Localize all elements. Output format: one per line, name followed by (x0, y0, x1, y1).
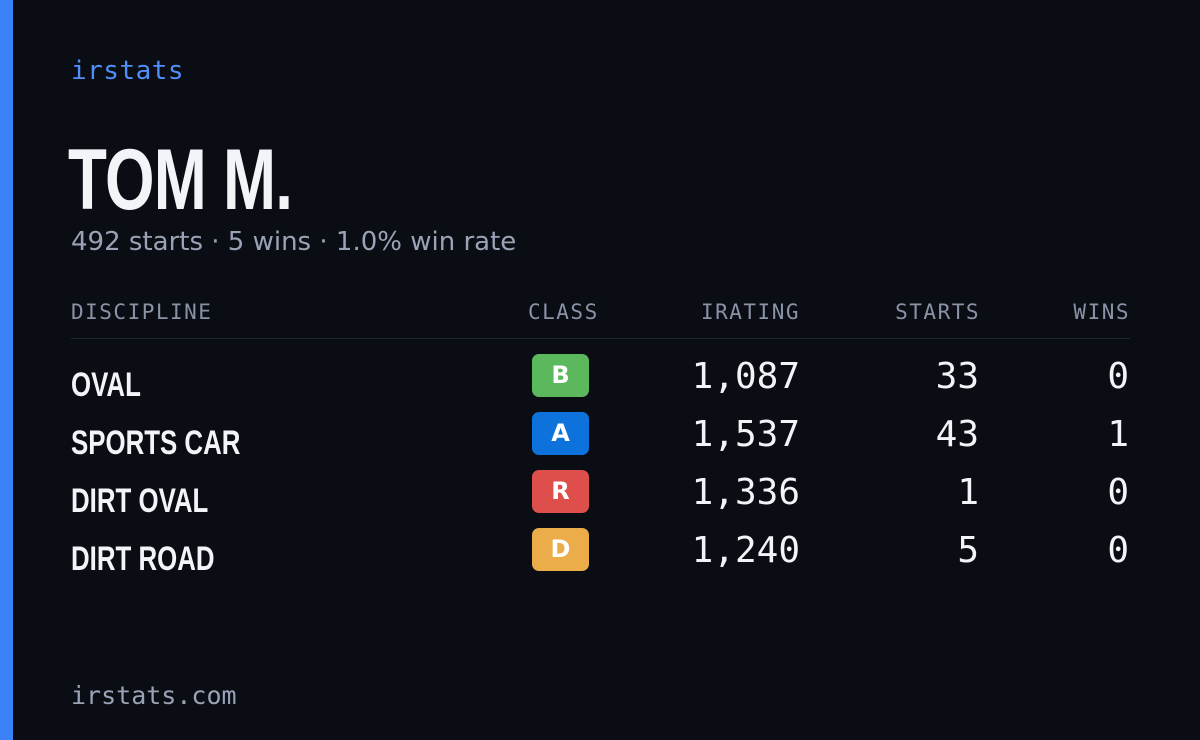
table-row: DIRT OVAL R 1,336 1 0 (71, 470, 1130, 526)
driver-name: TOM M. (68, 132, 293, 228)
brand-logo: irstats (71, 56, 185, 86)
header-discipline: DISCIPLINE (71, 300, 213, 324)
wins-value: 0 (1107, 356, 1129, 397)
irating-value: 1,087 (691, 356, 800, 397)
header-irating: IRATING (700, 300, 800, 324)
header-wins: WINS (1073, 300, 1130, 324)
accent-bar (0, 0, 13, 740)
discipline-name: OVAL (71, 366, 141, 404)
class-badge: B (532, 354, 589, 397)
irating-value: 1,336 (691, 472, 800, 513)
table-row: SPORTS CAR A 1,537 43 1 (71, 412, 1130, 468)
starts-value: 1 (957, 472, 979, 513)
starts-value: 5 (957, 530, 979, 571)
discipline-name: DIRT OVAL (71, 482, 209, 520)
starts-value: 43 (935, 414, 979, 455)
class-badge: R (532, 470, 589, 513)
wins-value: 0 (1107, 530, 1129, 571)
driver-summary: 492 starts · 5 wins · 1.0% win rate (71, 227, 517, 257)
discipline-name: SPORTS CAR (71, 424, 241, 462)
class-badge: D (532, 528, 589, 571)
header-starts: STARTS (895, 300, 980, 324)
starts-value: 33 (935, 356, 979, 397)
irating-value: 1,240 (691, 530, 800, 571)
wins-value: 0 (1107, 472, 1129, 513)
wins-value: 1 (1107, 414, 1129, 455)
header-class: CLASS (528, 300, 599, 324)
discipline-name: DIRT ROAD (71, 540, 215, 578)
irating-value: 1,537 (691, 414, 800, 455)
class-badge: A (532, 412, 589, 455)
table-header: DISCIPLINE CLASS IRATING STARTS WINS (71, 298, 1130, 339)
table-row: DIRT ROAD D 1,240 5 0 (71, 528, 1130, 584)
table-row: OVAL B 1,087 33 0 (71, 354, 1130, 410)
footer-site-url: irstats.com (71, 681, 237, 710)
